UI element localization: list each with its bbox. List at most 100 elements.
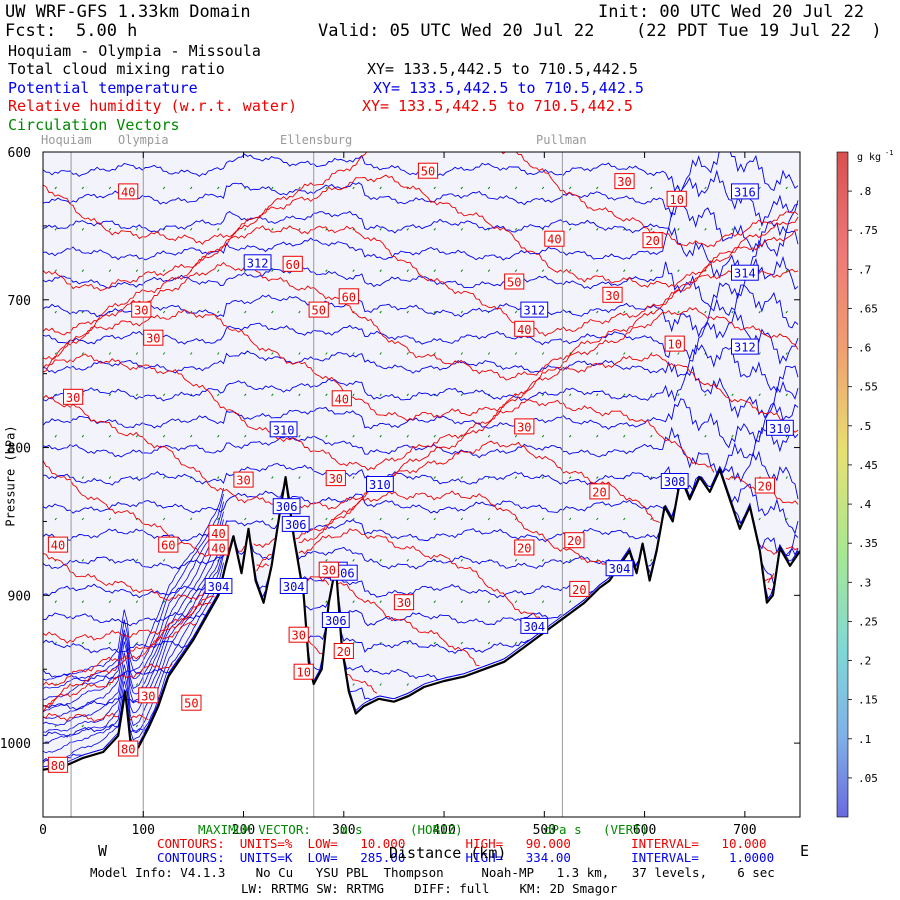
theta-contour-line	[43, 398, 799, 449]
rh-contour-label: 40	[51, 539, 65, 553]
circulation-vector	[514, 310, 518, 314]
circulation-vector	[433, 186, 436, 190]
circulation-vector	[54, 641, 57, 645]
rh-contour-label-box	[589, 483, 610, 500]
circulation-vector	[731, 393, 734, 397]
circulation-vector	[406, 641, 409, 645]
xy-cloud-mixing: XY= 133.5,442.5 to 710.5,442.5	[367, 60, 638, 78]
circulation-vector	[406, 558, 409, 562]
theta-contour-label-box	[269, 421, 298, 438]
rh-contour-label: 20	[758, 480, 772, 494]
rh-contour-label-box	[308, 301, 329, 318]
circulation-vector	[487, 352, 491, 355]
rh-contour-label: 20	[337, 645, 351, 659]
rh-contour-label: 30	[322, 564, 336, 578]
circulation-vector	[244, 517, 247, 521]
circulation-vector	[406, 228, 409, 231]
theta-contour-line	[43, 169, 799, 227]
circulation-vector	[596, 269, 599, 273]
theta-contour-label-box	[272, 498, 301, 515]
circulation-vector	[677, 393, 680, 397]
theta-contour-label-box	[605, 560, 634, 577]
rh-contour-label: 30	[329, 472, 343, 486]
rh-contour-label: 30	[605, 289, 619, 303]
circulation-vector	[81, 434, 84, 438]
circulation-vector	[189, 517, 193, 521]
town-label-pullman: Pullman	[536, 133, 587, 147]
theta-contour-label-box	[366, 476, 394, 492]
theta-contour-label-box	[766, 419, 794, 436]
rh-contour-label-box	[208, 539, 229, 556]
circulation-vector	[217, 228, 220, 231]
circulation-vector	[244, 434, 247, 438]
theta-contour-label-box	[321, 612, 350, 628]
circulation-vector	[569, 352, 572, 355]
theta-surface-contour-line	[43, 488, 224, 681]
rh-contour-label-box	[564, 532, 585, 549]
x-tick-label: 700	[733, 823, 756, 838]
circulation-vector	[541, 352, 545, 355]
rh-contour-label-box	[338, 288, 359, 305]
circulation-vector	[271, 228, 274, 231]
circulation-vector	[162, 517, 166, 521]
rh-contour-label-box	[514, 418, 535, 435]
circulation-vector	[541, 269, 545, 273]
circulation-vector	[162, 476, 166, 479]
rh-contour-label: 20	[517, 542, 531, 556]
circulation-vector	[54, 352, 57, 355]
rh-contour-label: 10	[669, 193, 683, 207]
circulation-vector	[460, 476, 464, 479]
circulation-vector	[514, 434, 518, 438]
circulation-vector	[460, 310, 464, 314]
circulation-vector	[650, 517, 653, 521]
circulation-vector	[677, 228, 680, 231]
rh-contour-label-box	[417, 162, 439, 179]
max-vector-horiz: (HORIZ)	[410, 822, 463, 837]
circulation-vector	[379, 600, 382, 604]
y-axis-label: Pressure (hPa)	[3, 425, 18, 527]
rh-contour-label: 50	[311, 304, 325, 318]
circulation-vector	[785, 310, 788, 314]
circulation-vector	[325, 517, 328, 521]
max-vector-units-vert: dPa s	[544, 822, 582, 837]
circulation-vector	[135, 683, 139, 686]
circulation-vector	[81, 352, 84, 355]
circulation-vector	[379, 228, 382, 231]
circulation-vector	[81, 269, 84, 273]
circulation-vector	[650, 228, 653, 231]
circulation-vector	[460, 186, 464, 190]
theta-contour-label: 304	[523, 620, 545, 634]
rh-contour-label: 30	[236, 474, 250, 488]
circulation-vector	[433, 517, 436, 521]
theta-contour-label: 312	[247, 256, 269, 270]
valid-local-time: (22 PDT Tue 19 Jul 22 )	[636, 21, 882, 41]
circulation-vector	[108, 228, 112, 231]
circulation-vector	[596, 186, 599, 190]
circulation-vector	[758, 228, 761, 231]
circulation-vector	[758, 393, 761, 397]
circulation-vector	[108, 352, 112, 355]
circulation-vector	[135, 600, 139, 604]
circulation-vector	[325, 600, 328, 604]
rh-contour-label: 60	[161, 539, 175, 553]
circulation-vector	[596, 352, 599, 355]
rh-contour-label-box	[158, 536, 179, 553]
x-tick-label: 100	[132, 823, 155, 838]
circulation-vector	[541, 476, 545, 479]
circulation-vector	[379, 558, 382, 562]
rh-contour-label-box	[293, 663, 314, 680]
circulation-vector	[433, 476, 436, 479]
circulation-vector	[569, 600, 572, 604]
circulation-vector	[677, 352, 680, 355]
circulation-vector	[623, 393, 626, 397]
theta-contour-line	[43, 284, 799, 338]
theta-contour-label-box	[660, 473, 689, 489]
circulation-vector	[596, 517, 599, 521]
circulation-vector	[433, 228, 436, 231]
rh-contour-line	[43, 528, 774, 644]
theta-contour-label: 316	[734, 185, 756, 199]
y-tick-label: 800	[8, 442, 31, 457]
rh-contour-line	[43, 712, 149, 723]
rh-contour-label-box	[333, 643, 354, 659]
rh-contour-label: 60	[285, 258, 299, 272]
